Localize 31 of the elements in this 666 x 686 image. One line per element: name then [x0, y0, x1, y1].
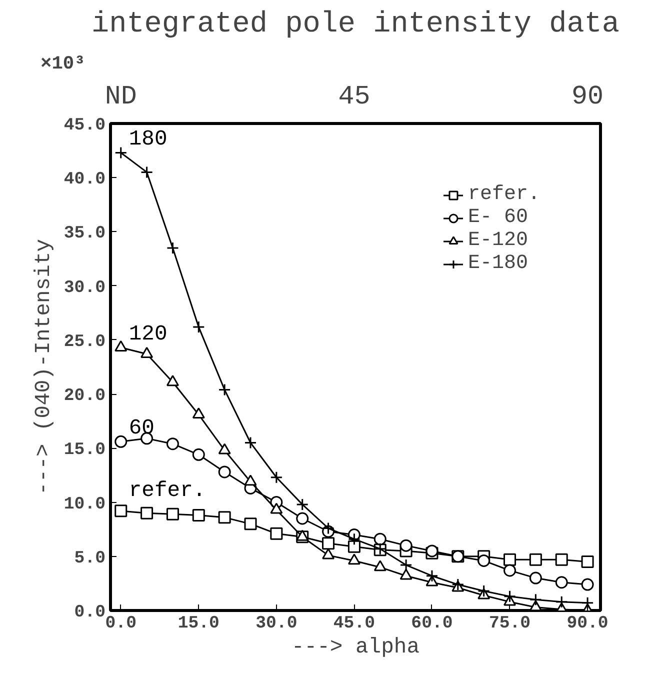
legend-label: E- 60	[468, 206, 528, 229]
y-tick-label: 10.0	[64, 495, 106, 514]
x-tick-label: 0.0	[105, 614, 136, 634]
y-tick-label: 45.0	[64, 116, 106, 136]
x2-tick-label: ND	[104, 82, 137, 112]
x-tick-label: 15.0	[178, 614, 220, 634]
x2-tick-label: 90	[572, 82, 604, 112]
x-axis-title: ---> alpha	[292, 636, 420, 660]
annotation: refer.	[128, 478, 206, 503]
chart-title: integrated pole intensity data	[92, 8, 620, 40]
annotation: 180	[128, 128, 168, 152]
legend-label: E-120	[468, 229, 528, 252]
annotation: 120	[128, 322, 168, 347]
y-tick-label: 5.0	[74, 549, 106, 568]
x-tick-label: 60.0	[411, 614, 453, 634]
x2-tick-label: 45	[338, 82, 370, 112]
x-tick-label: 75.0	[488, 614, 531, 634]
y-tick-label: 35.0	[64, 224, 106, 244]
y-tick-label: 40.0	[64, 170, 106, 190]
legend-label: refer.	[468, 183, 540, 206]
y-tick-label: 20.0	[64, 387, 106, 406]
y-tick-label: 15.0	[64, 441, 106, 460]
y-tick-label: 25.0	[64, 332, 106, 352]
annotation: 60	[128, 416, 154, 441]
x-tick-label: 90.0	[566, 614, 608, 634]
legend-label: E-180	[468, 252, 528, 275]
x-tick-label: 30.0	[256, 614, 298, 634]
x-tick-label: 45.0	[333, 614, 376, 634]
text: ×10³	[40, 52, 86, 74]
y-tick-label: 30.0	[64, 278, 106, 298]
y-axis-title: ---> (040)-Intensity	[32, 238, 56, 495]
